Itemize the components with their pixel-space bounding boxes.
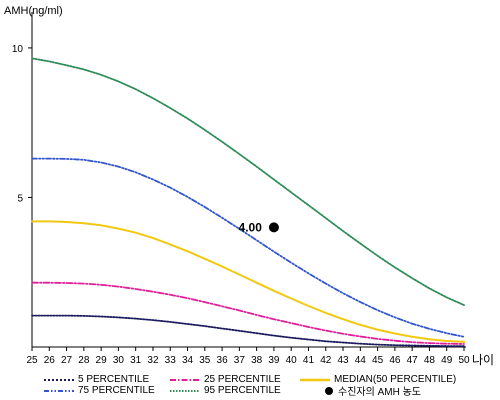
x-tick-label: 49 <box>441 355 453 366</box>
series-line-1 <box>31 281 465 345</box>
x-tick-label: 34 <box>182 355 194 366</box>
legend-swatch-p75 <box>44 389 74 392</box>
x-tick-label: 27 <box>61 355 73 366</box>
patient-marker <box>268 222 279 233</box>
x-tick-label: 26 <box>44 355 56 366</box>
legend-label-p5: 5 PERCENTILE <box>78 374 150 385</box>
x-tick-label: 48 <box>424 355 436 366</box>
x-tick-label: 36 <box>217 355 229 366</box>
x-tick-label: 28 <box>78 355 90 366</box>
legend-item-p5: 5 PERCENTILE <box>44 374 149 385</box>
legend-swatch-p95 <box>170 389 200 392</box>
series-line-3 <box>31 157 465 338</box>
legend-swatch-p5 <box>44 378 74 381</box>
x-tick-label: 30 <box>113 355 125 366</box>
x-tick-label: 33 <box>165 355 177 366</box>
x-tick-label: 25 <box>26 355 38 366</box>
x-tick-label: 37 <box>234 355 246 366</box>
x-tick-label: 35 <box>199 355 211 366</box>
legend-swatch-median <box>300 378 330 381</box>
x-tick-label: 29 <box>96 355 108 366</box>
legend-label-patient: 수진자의 AMH 농도 <box>338 387 421 398</box>
series-line-2 <box>31 220 465 343</box>
legend-item-median: MEDIAN(50 PERCENTILE) <box>300 374 456 385</box>
x-tick-label: 31 <box>130 355 142 366</box>
series-lines <box>31 57 465 347</box>
x-tick-label: 45 <box>372 355 384 366</box>
x-tick-label: 46 <box>389 355 401 366</box>
legend-label-p25: 25 PERCENTILE <box>204 374 281 385</box>
x-tick-label: 42 <box>320 355 332 366</box>
y-tick-label: 5 <box>17 193 23 204</box>
x-axis-label: 나이 <box>472 353 494 367</box>
axes: 5 10 25 26 27 28 29 30 31 32 33 34 35 36 37 38 39 40 41 42 4… <box>12 12 494 367</box>
x-tick-label: 41 <box>303 355 315 366</box>
amh-chart: AMH(ng/ml) 5 10 25 26 27 28 29 30 31 32 33 34 35 36 37… <box>4 5 494 367</box>
y-axis-label: AMH(ng/ml) <box>4 5 63 17</box>
series-line-4 <box>31 57 465 306</box>
x-tick-label: 50 <box>458 355 470 366</box>
legend-label-median: MEDIAN(50 PERCENTILE) <box>334 374 457 385</box>
x-tick-label: 40 <box>286 355 298 366</box>
legend-label-p95: 95 PERCENTILE <box>204 385 281 396</box>
patient-marker-group: 4.00 <box>239 220 279 234</box>
legend-item-p75: 75 PERCENTILE <box>44 385 155 396</box>
x-tick-label: 43 <box>337 355 349 366</box>
legend-item-p25: 25 PERCENTILE <box>170 374 281 385</box>
y-tick-label: 10 <box>12 44 24 55</box>
patient-value-label: 4.00 <box>239 220 263 234</box>
legend-item-p95: 95 PERCENTILE <box>170 385 281 396</box>
x-tick-label: 47 <box>407 355 419 366</box>
legend-swatch-patient <box>325 386 333 395</box>
x-tick-label: 38 <box>251 355 263 366</box>
legend-swatch-p25 <box>170 378 200 381</box>
legend-label-p75: 75 PERCENTILE <box>78 385 155 396</box>
x-tick-label: 39 <box>268 355 280 366</box>
legend: 5 PERCENTILE 75 PERCENTILE 25 PERCENTILE… <box>0 374 500 400</box>
x-tick-label: 44 <box>355 355 367 366</box>
series-line-0 <box>31 314 465 347</box>
x-tick-label: 32 <box>147 355 159 366</box>
legend-item-patient: 수진자의 AMH 농도 <box>324 385 421 398</box>
